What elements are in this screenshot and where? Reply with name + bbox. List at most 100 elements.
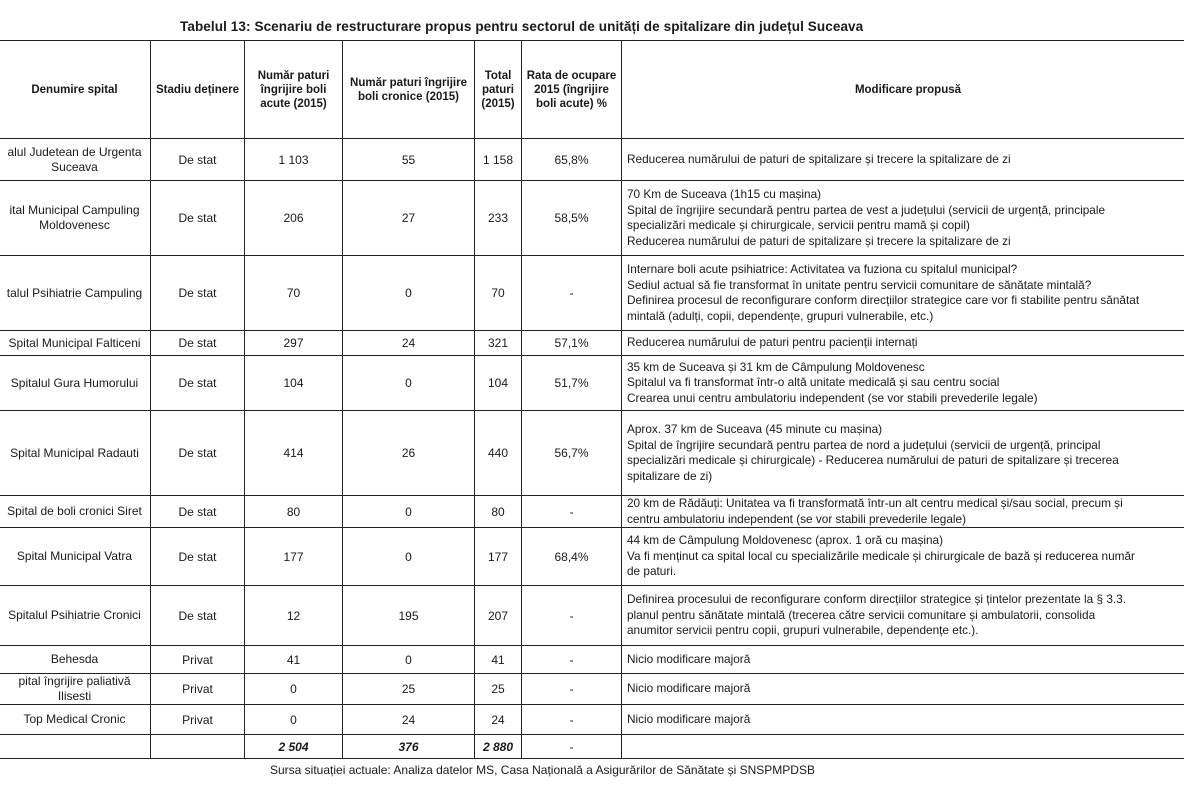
header-denumire: Denumire spital <box>0 40 151 139</box>
ownership-status: De stat <box>150 255 245 331</box>
modification-line: Internare boli acute psihiatrice: Activi… <box>627 262 1018 276</box>
modification-line: Aprox. 37 km de Suceava (45 minute cu ma… <box>627 422 883 436</box>
hospital-name: alul Judetean de Urgenta Suceava <box>0 138 151 181</box>
source-note: Sursa situației actuale: Analiza datelor… <box>270 763 815 777</box>
total-chronic-beds: 376 <box>342 734 475 759</box>
acute-beds: 297 <box>244 330 343 356</box>
header-rata: Rata de ocupare 2015 (îngrijire boli acu… <box>521 40 622 139</box>
occupancy-rate: 51,7% <box>521 355 622 411</box>
modification-line: 35 km de Suceava și 31 km de Câmpulung M… <box>627 359 925 374</box>
ownership-status: De stat <box>150 355 245 411</box>
totals-row: 2 504 376 2 880- <box>0 734 1184 759</box>
modification-line: Nicio modificare majoră <box>627 651 751 666</box>
proposed-modification: 70 Km de Suceava (1h15 cu mașina) Spital … <box>621 180 1184 256</box>
hospital-name: Top Medical Cronic <box>0 704 151 735</box>
ownership-status: De stat <box>150 180 245 256</box>
hospital-name: Spital Municipal Falticeni <box>0 330 151 356</box>
table-row: Spitalul Gura Humorului De stat 104 0 104 51,… <box>0 355 1184 411</box>
header-acute: Număr paturi îngrijire boli acute (2015) <box>244 40 343 139</box>
table-row: Spital Municipal Falticeni De stat 297 24 32… <box>0 330 1184 356</box>
modification-line: 20 km de Rădăuți: Unitatea va fi transfo… <box>627 496 1123 511</box>
modification-line: de paturi. <box>627 564 677 579</box>
chronic-beds: 0 <box>342 255 475 331</box>
ownership-status: De stat <box>150 527 245 586</box>
proposed-modification: Nicio modificare majoră <box>621 673 1184 705</box>
occupancy-rate: - <box>521 673 622 705</box>
acute-beds: 206 <box>244 180 343 256</box>
proposed-modification: Internare boli acute psihiatrice: Activi… <box>621 255 1184 331</box>
hospital-name: Spital de boli cronici Siret <box>0 495 151 528</box>
modification-line: Spitalul va fi transformat într-o altă u… <box>627 375 1000 390</box>
occupancy-rate: - <box>521 495 622 528</box>
occupancy-rate: - <box>521 585 622 646</box>
modification-line: 44 km de Câmpulung Moldovenesc (aprox. 1… <box>627 533 944 548</box>
ownership-status: De stat <box>150 410 245 496</box>
acute-beds: 80 <box>244 495 343 528</box>
total-label-empty <box>0 734 151 759</box>
acute-beds: 104 <box>244 355 343 411</box>
chronic-beds: 0 <box>342 355 475 411</box>
hospital-name: Spital Municipal Radauti <box>0 410 151 496</box>
table-row: Spital de boli cronici Siret De stat 80 0 80… <box>0 495 1184 528</box>
modification-line: specializări medicale și chirurgicale, s… <box>627 218 970 232</box>
ownership-status: Privat <box>150 645 245 674</box>
table-row: ital Municipal Campuling Moldovenesc De s… <box>0 180 1184 256</box>
total-stadiu-empty <box>150 734 245 759</box>
occupancy-rate: 58,5% <box>521 180 622 256</box>
proposed-modification: Nicio modificare majoră <box>621 645 1184 674</box>
acute-beds: 0 <box>244 673 343 705</box>
total-beds: 25 <box>474 673 522 705</box>
total-beds: 24 <box>474 704 522 735</box>
proposed-modification: Definirea procesului de reconfigurare co… <box>621 585 1184 646</box>
chronic-beds: 0 <box>342 527 475 586</box>
table-row: Spital Municipal Vatra De stat 177 0 177 68,4… <box>0 527 1184 586</box>
ownership-status: De stat <box>150 585 245 646</box>
table-row: Behesda Privat 41 0 41- Nicio modificare majo… <box>0 645 1184 674</box>
total-beds: 233 <box>474 180 522 256</box>
header-total: Total paturi (2015) <box>474 40 522 139</box>
ownership-status: Privat <box>150 704 245 735</box>
total-occupancy: - <box>521 734 622 759</box>
modification-line: Nicio modificare majoră <box>627 681 751 696</box>
modification-line: spitalizare de zi) <box>627 468 713 483</box>
total-beds: 207 <box>474 585 522 646</box>
chronic-beds: 24 <box>342 330 475 356</box>
acute-beds: 414 <box>244 410 343 496</box>
modification-line: planul pentru sănătate mintală (trecerea… <box>627 607 1096 622</box>
chronic-beds: 195 <box>342 585 475 646</box>
proposed-modification: Reducerea numărului de paturi de spitali… <box>621 138 1184 181</box>
occupancy-rate: 57,1% <box>521 330 622 356</box>
header-stadiu: Stadiu deținere <box>150 40 245 139</box>
table-row: alul Judetean de Urgenta Suceava De stat 1… <box>0 138 1184 181</box>
acute-beds: 70 <box>244 255 343 331</box>
total-mod-empty <box>621 734 1184 759</box>
modification-line: mintală (adulți, copii, dependențe, grup… <box>627 308 934 323</box>
acute-beds: 41 <box>244 645 343 674</box>
table-row: Top Medical Cronic Privat 0 24 24- Nicio modi… <box>0 704 1184 735</box>
modification-line: Sediul actual să fie transformat în unit… <box>627 277 1092 292</box>
ownership-status: Privat <box>150 673 245 705</box>
hospital-name: pital îngrijire paliativă Ilisesti <box>0 673 151 705</box>
occupancy-rate: - <box>521 704 622 735</box>
total-beds: 80 <box>474 495 522 528</box>
modification-line: anumitor servicii pentru copii, grupuri … <box>627 623 979 638</box>
modification-line: Crearea unui centru ambulatoriu independ… <box>627 390 1038 405</box>
header-row: Denumire spital Stadiu deținere Număr pa… <box>0 40 1184 139</box>
ownership-status: De stat <box>150 495 245 528</box>
hospital-name: Spitalul Gura Humorului <box>0 355 151 411</box>
total-acute-beds: 2 504 <box>244 734 343 759</box>
total-beds: 41 <box>474 645 522 674</box>
modification-line: Definirea procesul de reconfigurare conf… <box>627 293 1140 307</box>
chronic-beds: 0 <box>342 645 475 674</box>
occupancy-rate: 56,7% <box>521 410 622 496</box>
table-row: talul Psihiatrie Campuling De stat 70 0 70- I… <box>0 255 1184 331</box>
table-row: pital îngrijire paliativă Ilisesti Privat… <box>0 673 1184 705</box>
acute-beds: 177 <box>244 527 343 586</box>
total-beds: 321 <box>474 330 522 356</box>
total-beds: 177 <box>474 527 522 586</box>
header-cronice: Număr paturi îngrijire boli cronice (201… <box>342 40 475 139</box>
chronic-beds: 24 <box>342 704 475 735</box>
proposed-modification: 20 km de Rădăuți: Unitatea va fi transfo… <box>621 495 1184 528</box>
modification-line: 70 Km de Suceava (1h15 cu mașina) <box>627 187 822 201</box>
proposed-modification: 44 km de Câmpulung Moldovenesc (aprox. 1… <box>621 527 1184 586</box>
